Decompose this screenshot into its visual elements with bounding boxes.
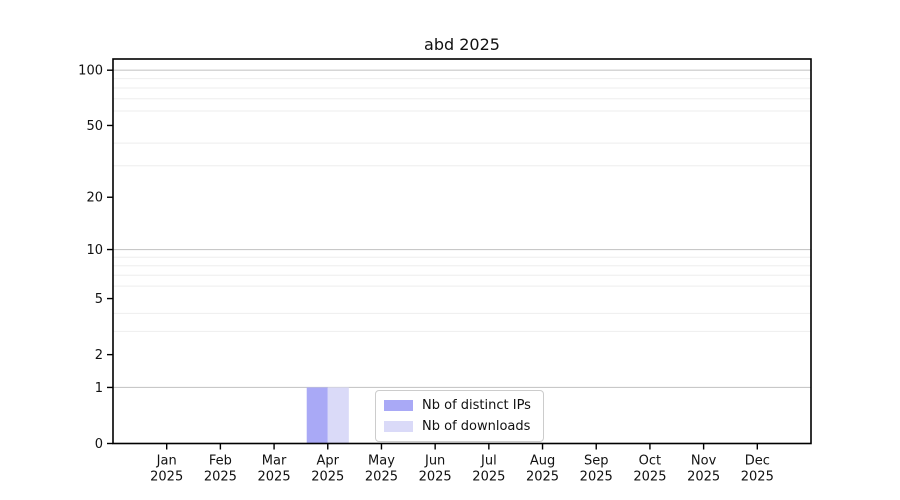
bar-nb-of-downloads-apr [327, 387, 349, 444]
legend: Nb of distinct IPs Nb of downloads [375, 390, 544, 442]
x-tick-label-year-sep: 2025 [580, 470, 613, 485]
x-tick-label-year-jun: 2025 [419, 470, 452, 485]
x-tick-label-month-jul: Jul [480, 454, 497, 469]
x-tick-label-year-dec: 2025 [741, 470, 774, 485]
legend-label-distinct-ips: Nb of distinct IPs [422, 398, 531, 413]
y-tick-label-0: 0 [95, 437, 103, 452]
legend-swatch-downloads [384, 421, 413, 432]
x-tick-label-month-dec: Dec [745, 454, 770, 469]
x-tick-label-year-oct: 2025 [633, 470, 666, 485]
legend-swatch-distinct-ips [384, 400, 413, 411]
x-tick-label-year-aug: 2025 [526, 470, 559, 485]
y-tick-label-100: 100 [78, 64, 103, 79]
x-tick-label-month-may: May [368, 454, 395, 469]
legend-item-downloads: Nb of downloads [384, 417, 531, 436]
x-tick-label-month-mar: Mar [262, 454, 287, 469]
plot-border [112, 58, 812, 445]
y-tick-label-1: 1 [95, 381, 103, 396]
x-tick-label-month-feb: Feb [209, 454, 232, 469]
x-tick-label-year-may: 2025 [365, 470, 398, 485]
x-tick-label-year-jul: 2025 [472, 470, 505, 485]
x-tick-label-year-jan: 2025 [150, 470, 183, 485]
x-tick-label-month-sep: Sep [584, 454, 609, 469]
y-tick-label-5: 5 [95, 292, 103, 307]
x-tick-label-year-nov: 2025 [687, 470, 720, 485]
x-tick-label-year-apr: 2025 [311, 470, 344, 485]
x-tick-label-month-jan: Jan [156, 454, 177, 469]
y-tick-label-2: 2 [95, 348, 103, 363]
y-tick-label-20: 20 [86, 191, 103, 206]
x-tick-label-month-jun: Jun [424, 454, 445, 469]
y-tick-label-50: 50 [86, 119, 103, 134]
chart-title: abd 2025 [424, 35, 500, 54]
legend-item-distinct-ips: Nb of distinct IPs [384, 396, 531, 415]
x-tick-label-month-oct: Oct [639, 454, 661, 469]
x-tick-label-year-mar: 2025 [258, 470, 291, 485]
x-tick-label-month-apr: Apr [317, 454, 340, 469]
x-tick-label-month-nov: Nov [691, 454, 717, 469]
x-tick-label-month-aug: Aug [530, 454, 555, 469]
x-tick-label-year-feb: 2025 [204, 470, 237, 485]
legend-label-downloads: Nb of downloads [422, 419, 531, 434]
bar-nb-of-distinct-ips-apr [306, 387, 328, 444]
y-tick-label-10: 10 [86, 243, 103, 258]
